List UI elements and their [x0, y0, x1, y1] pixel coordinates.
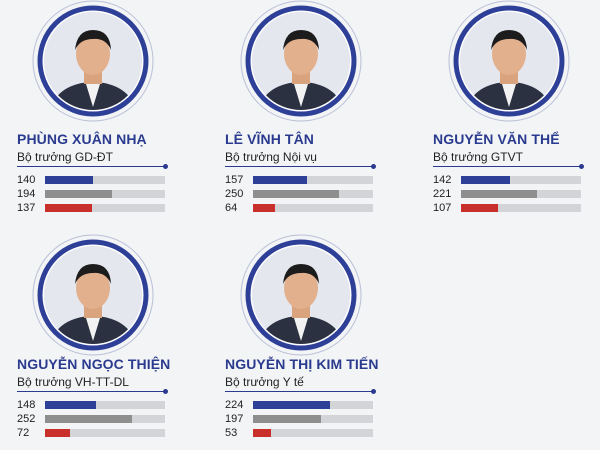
- bar-track: [45, 190, 165, 198]
- bar-track: [253, 429, 373, 437]
- divider-line: [225, 389, 376, 394]
- divider-line: [17, 164, 168, 169]
- portrait-le-vinh-tan: [236, 0, 366, 126]
- bar-track: [45, 429, 165, 437]
- bar-fill: [253, 176, 307, 184]
- bar-value-label: 64: [225, 202, 238, 214]
- divider-line: [433, 164, 584, 169]
- bar-value-label: 142: [433, 174, 452, 186]
- bar-row: 148: [17, 399, 182, 412]
- bar-row: 197: [225, 413, 390, 426]
- bar-value-label: 72: [17, 427, 30, 439]
- bar-fill: [461, 176, 510, 184]
- bar-track: [461, 176, 581, 184]
- bar-track: [45, 415, 165, 423]
- bar-fill: [45, 401, 96, 409]
- bar-value-label: 250: [225, 188, 244, 200]
- bar-fill: [461, 190, 537, 198]
- bar-fill: [45, 415, 132, 423]
- minister-name: NGUYỄN THỊ KIM TIẾN: [225, 356, 379, 372]
- minister-name: PHÙNG XUÂN NHẠ: [17, 131, 147, 147]
- bar-value-label: 221: [433, 188, 452, 200]
- bar-track: [461, 190, 581, 198]
- bar-value-label: 148: [17, 399, 36, 411]
- bar-row: 157: [225, 174, 390, 187]
- minister-name: LÊ VĨNH TÂN: [225, 131, 314, 147]
- bar-track: [45, 204, 165, 212]
- bar-row: 142: [433, 174, 598, 187]
- bar-value-label: 53: [225, 427, 238, 439]
- bar-track: [45, 176, 165, 184]
- portrait-phung-xuan-nha: [28, 0, 158, 126]
- bar-track: [253, 401, 373, 409]
- bar-row: 250: [225, 188, 390, 201]
- divider-line: [17, 389, 168, 394]
- bar-fill: [45, 429, 70, 437]
- bar-value-label: 252: [17, 413, 36, 425]
- bar-row: 137: [17, 202, 182, 215]
- bar-group: 148 252 72: [17, 399, 182, 441]
- minister-role: Bộ trưởng Y tế: [225, 375, 304, 389]
- minister-name: NGUYỄN NGỌC THIỆN: [17, 356, 171, 372]
- bar-fill: [45, 176, 93, 184]
- bar-value-label: 137: [17, 202, 36, 214]
- bar-group: 224 197 53: [225, 399, 390, 441]
- bar-row: 72: [17, 427, 182, 440]
- bar-row: 224: [225, 399, 390, 412]
- bar-fill: [461, 204, 498, 212]
- bar-fill: [253, 401, 330, 409]
- portrait-nguyen-ngoc-thien: [28, 230, 158, 360]
- bar-group: 142 221 107: [433, 174, 598, 216]
- bar-track: [253, 176, 373, 184]
- portrait-nguyen-van-the: [444, 0, 574, 126]
- bar-row: 64: [225, 202, 390, 215]
- bar-fill: [45, 204, 92, 212]
- bar-track: [253, 415, 373, 423]
- bar-group: 140 194 137: [17, 174, 182, 216]
- bar-row: 194: [17, 188, 182, 201]
- bar-row: 53: [225, 427, 390, 440]
- bar-row: 140: [17, 174, 182, 187]
- minister-role: Bộ trưởng GTVT: [433, 150, 523, 164]
- minister-role: Bộ trưởng GD-ĐT: [17, 150, 113, 164]
- minister-role: Bộ trưởng VH-TT-DL: [17, 375, 129, 389]
- bar-track: [461, 204, 581, 212]
- minister-role: Bộ trưởng Nội vụ: [225, 150, 317, 164]
- bar-value-label: 140: [17, 174, 36, 186]
- bar-value-label: 157: [225, 174, 244, 186]
- bar-track: [45, 401, 165, 409]
- divider-line: [225, 164, 376, 169]
- bar-fill: [253, 415, 321, 423]
- bar-track: [253, 190, 373, 198]
- bar-row: 107: [433, 202, 598, 215]
- bar-fill: [253, 204, 275, 212]
- bar-value-label: 194: [17, 188, 36, 200]
- bar-row: 221: [433, 188, 598, 201]
- bar-fill: [253, 190, 339, 198]
- bar-group: 157 250 64: [225, 174, 390, 216]
- bar-row: 252: [17, 413, 182, 426]
- bar-value-label: 197: [225, 413, 244, 425]
- bar-track: [253, 204, 373, 212]
- bar-fill: [253, 429, 271, 437]
- bar-fill: [45, 190, 112, 198]
- portrait-nguyen-thi-kim-tien: [236, 230, 366, 360]
- minister-name: NGUYỄN VĂN THỂ: [433, 131, 560, 147]
- bar-value-label: 107: [433, 202, 452, 214]
- bar-value-label: 224: [225, 399, 244, 411]
